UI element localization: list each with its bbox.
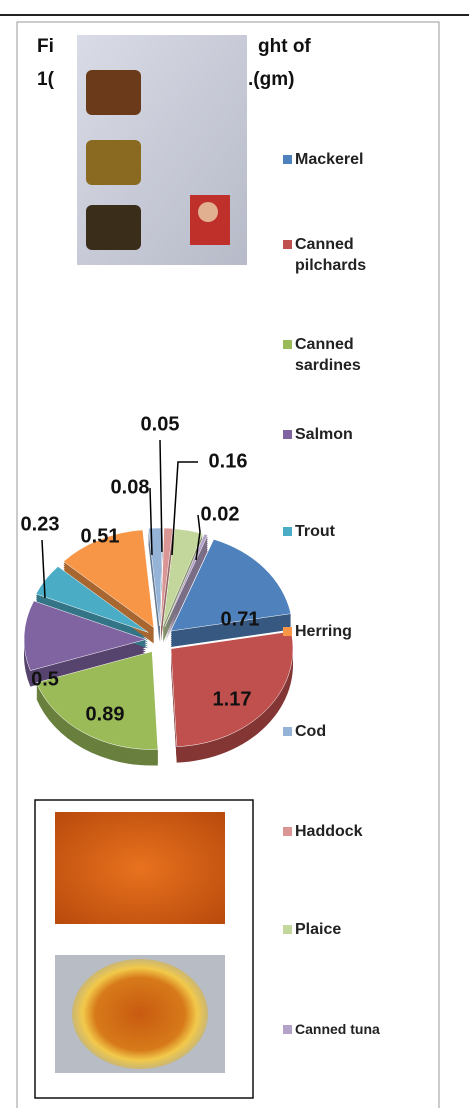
slice bbox=[36, 651, 159, 750]
slice bbox=[23, 600, 147, 671]
data-label: 0.05 bbox=[141, 413, 180, 435]
legend-label: Canned pilchards bbox=[295, 236, 367, 274]
slice-side bbox=[164, 536, 208, 629]
slice bbox=[170, 631, 294, 747]
legend-label: Plaice bbox=[295, 921, 342, 938]
slice-side bbox=[164, 538, 208, 631]
title-part: 1( bbox=[37, 69, 55, 90]
slice-side bbox=[164, 540, 208, 633]
legend-label: Canned sardines bbox=[295, 336, 361, 374]
data-label: 0.89 bbox=[86, 703, 125, 725]
leader-line bbox=[149, 487, 153, 556]
leader-line bbox=[159, 439, 163, 553]
slice bbox=[63, 529, 155, 629]
leader-line bbox=[41, 539, 46, 599]
legend-label: Mackerel bbox=[295, 151, 364, 168]
data-label: 0.5 bbox=[31, 668, 59, 690]
legend-swatch bbox=[283, 627, 292, 636]
slice bbox=[35, 566, 149, 633]
title-part: .(gm) bbox=[248, 69, 294, 90]
slice bbox=[170, 539, 292, 632]
leader-line bbox=[195, 514, 201, 561]
legend-label: Herring bbox=[295, 623, 352, 640]
photo bbox=[72, 959, 208, 1069]
slice bbox=[160, 527, 174, 627]
photo bbox=[55, 812, 225, 924]
slice-side bbox=[164, 548, 208, 641]
data-label: 0.16 bbox=[209, 450, 248, 472]
legend-label: Cod bbox=[295, 723, 327, 740]
legend-label: Trout bbox=[295, 523, 335, 540]
title-part: ght of bbox=[258, 36, 311, 57]
legend-label: Salmon bbox=[295, 426, 353, 443]
data-label: 0.02 bbox=[201, 503, 240, 525]
legend-label: Haddock bbox=[295, 823, 363, 840]
data-label: 0.71 bbox=[221, 608, 260, 630]
legend-swatch bbox=[283, 155, 292, 164]
legend-label: Canned tuna bbox=[295, 1021, 380, 1037]
data-label: 0.23 bbox=[21, 513, 60, 535]
photo bbox=[77, 35, 247, 265]
legend-swatch bbox=[283, 827, 292, 836]
data-label: 1.17 bbox=[213, 688, 252, 710]
slice-side bbox=[164, 544, 208, 637]
title-part: Fi bbox=[37, 36, 54, 57]
legend-swatch bbox=[283, 430, 292, 439]
data-label: 0.08 bbox=[111, 476, 150, 498]
slice-side bbox=[164, 550, 208, 643]
leader-line bbox=[171, 461, 198, 556]
legend-swatch bbox=[283, 925, 292, 934]
slice-side bbox=[164, 542, 208, 635]
legend-swatch bbox=[283, 240, 292, 249]
legend-swatch bbox=[283, 727, 292, 736]
slice-side bbox=[164, 546, 208, 639]
pie: 0.71 1.17 0.89 0.5 0.23 0.51 0.08 0.05 0.16 0.02 bbox=[21, 413, 294, 766]
legend-swatch bbox=[283, 1025, 292, 1034]
legend-swatch bbox=[283, 527, 292, 536]
data-label: 0.51 bbox=[81, 525, 120, 547]
slice bbox=[162, 528, 203, 627]
legend-swatch bbox=[283, 340, 292, 349]
